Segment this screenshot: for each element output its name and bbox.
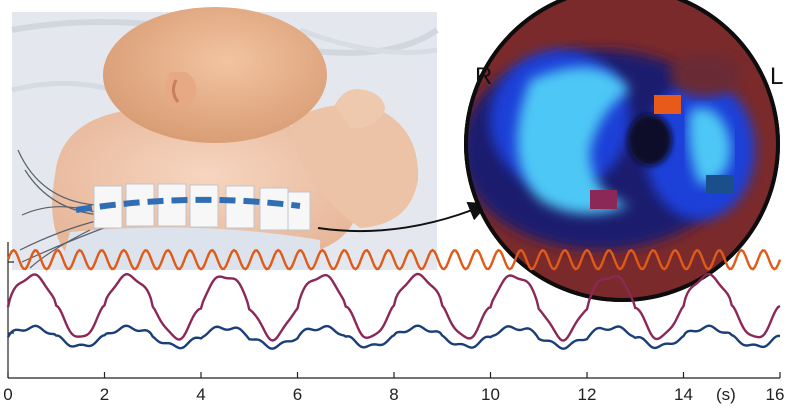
roi-marker-orange	[654, 95, 681, 114]
infant-head	[103, 7, 327, 143]
series-line-1	[6, 272, 781, 342]
electrode-array	[93, 183, 311, 231]
label-right-side: R	[475, 63, 492, 90]
label-left-side: L	[770, 63, 783, 90]
x-ticks: 0 2 4 6 8 10 12 14 16	[3, 372, 784, 404]
electrode-belt-line	[75, 196, 301, 213]
series-line-2	[6, 324, 781, 350]
x-tick-label: 12	[578, 385, 597, 404]
pointer-arrow	[317, 201, 489, 233]
x-tick-label: 0	[3, 385, 12, 404]
infant-ear	[165, 72, 197, 109]
x-tick-label: 4	[196, 385, 205, 404]
waveform-chart: 0 2 4 6 8 10 12 14 16 (s)	[3, 242, 784, 404]
infant-arm	[290, 104, 419, 228]
eit-image	[464, 0, 780, 302]
x-tick-label: 8	[389, 385, 398, 404]
electrode-pad	[287, 191, 311, 231]
x-tick-label: 16	[766, 385, 785, 404]
x-unit-label: (s)	[716, 385, 736, 404]
x-tick-label: 6	[293, 385, 302, 404]
electrode-pad	[189, 184, 219, 228]
x-tick-label: 2	[100, 385, 109, 404]
x-tick-label: 14	[674, 385, 693, 404]
electrode-pad	[225, 185, 255, 229]
roi-marker-blue	[706, 175, 733, 194]
electrode-pad	[259, 187, 289, 231]
series-line-0	[6, 248, 782, 271]
series-layer	[6, 248, 782, 350]
electrode-pad	[157, 183, 187, 227]
x-tick-label: 10	[481, 385, 500, 404]
roi-marker-purple	[590, 190, 617, 209]
infant-hand	[335, 89, 385, 129]
infant-photo	[11, 7, 439, 270]
